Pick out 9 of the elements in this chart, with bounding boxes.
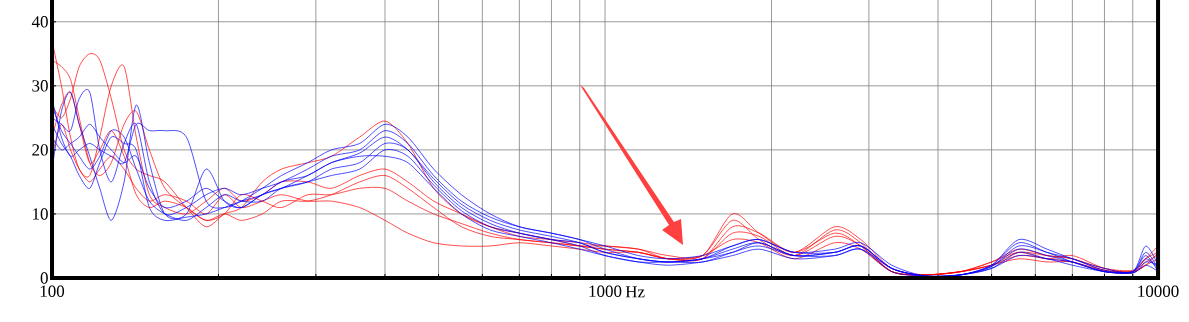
x-tick-label: 100 <box>40 285 65 297</box>
y-tick-label: 10 <box>33 208 48 220</box>
x-tick-label: 10000 <box>1138 285 1179 297</box>
x-axis-title: Hz <box>625 286 645 298</box>
y-tick-label: 30 <box>32 80 48 92</box>
y-tick-label: 40 <box>31 16 48 28</box>
y-tick-label: 0 <box>40 272 48 284</box>
x-tick-label: 1000 <box>589 285 622 297</box>
y-tick-label: 20 <box>32 144 48 156</box>
